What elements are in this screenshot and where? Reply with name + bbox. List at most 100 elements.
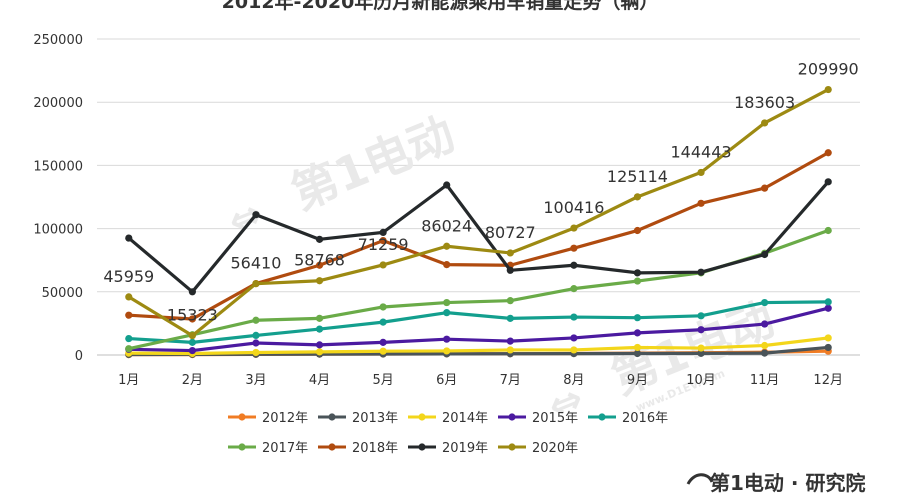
y-tick-label: 0 bbox=[75, 349, 83, 364]
data-label: 45959 bbox=[103, 267, 154, 286]
data-point bbox=[315, 314, 324, 322]
data-label: 80727 bbox=[485, 223, 536, 242]
legend-label: 2014年 bbox=[442, 411, 488, 426]
data-point bbox=[252, 339, 260, 347]
data-point bbox=[379, 338, 387, 346]
data-point bbox=[252, 316, 260, 324]
series-line bbox=[128, 300, 829, 344]
legend-swatch-marker bbox=[598, 413, 606, 421]
data-point bbox=[697, 312, 705, 320]
legend: 2012年 2013年 2014年 2015年 2016年 2017年 2018年 2019年… bbox=[228, 411, 668, 456]
data-point bbox=[633, 314, 642, 322]
data-label: 144443 bbox=[671, 142, 732, 161]
data-point bbox=[125, 334, 133, 343]
data-point bbox=[633, 269, 642, 277]
data-point bbox=[506, 314, 514, 322]
x-tick-label: 8月 bbox=[563, 373, 584, 388]
data-point bbox=[315, 348, 324, 356]
series-layer bbox=[125, 85, 832, 359]
legend-swatch-marker bbox=[328, 413, 336, 421]
series-line bbox=[128, 345, 829, 357]
x-tick-label: 12月 bbox=[813, 373, 843, 388]
x-tick-label: 3月 bbox=[245, 373, 266, 388]
data-point bbox=[252, 211, 260, 219]
data-point bbox=[443, 181, 451, 189]
series-line bbox=[128, 151, 829, 321]
series-line bbox=[127, 88, 829, 338]
legend-item: 2019年 bbox=[408, 441, 488, 456]
data-point bbox=[379, 347, 387, 355]
data-point bbox=[697, 344, 705, 352]
data-point bbox=[506, 346, 514, 354]
legend-swatch-marker bbox=[418, 443, 426, 451]
legend-label: 2017年 bbox=[262, 441, 308, 456]
x-tick-label: 4月 bbox=[309, 373, 330, 388]
data-point bbox=[633, 329, 642, 337]
data-point bbox=[633, 349, 642, 358]
y-tick-label: 250000 bbox=[33, 33, 83, 48]
svg-text:第1电动: 第1电动 bbox=[284, 106, 462, 220]
data-point bbox=[697, 326, 705, 334]
data-point bbox=[570, 224, 578, 232]
legend-item: 2014年 bbox=[408, 411, 488, 426]
data-point bbox=[824, 334, 832, 342]
data-point bbox=[125, 345, 133, 353]
legend-item: 2013年 bbox=[318, 411, 398, 426]
data-point bbox=[570, 285, 578, 293]
series-line bbox=[127, 180, 830, 294]
series-2015年 bbox=[125, 304, 832, 355]
data-point bbox=[188, 332, 196, 340]
data-point bbox=[824, 149, 832, 157]
data-point bbox=[443, 261, 451, 269]
legend-swatch-marker bbox=[238, 443, 246, 451]
legend-item: 2017年 bbox=[228, 441, 308, 456]
x-tick-label: 2月 bbox=[182, 373, 203, 388]
data-label: 56410 bbox=[231, 254, 282, 273]
legend-item: 2015年 bbox=[498, 411, 578, 426]
svg-text:第1电动 · 研究院: 第1电动 · 研究院 bbox=[710, 471, 865, 493]
y-tick-label: 200000 bbox=[33, 96, 83, 111]
legend-label: 2012年 bbox=[262, 411, 308, 426]
data-point bbox=[824, 343, 832, 352]
data-point bbox=[506, 297, 514, 305]
data-point bbox=[824, 304, 832, 312]
data-point bbox=[761, 184, 769, 192]
data-point bbox=[379, 228, 387, 236]
legend-swatch-marker bbox=[418, 413, 426, 421]
x-tick-label: 6月 bbox=[436, 373, 457, 388]
data-point bbox=[315, 235, 324, 243]
legend-item: 2012年 bbox=[228, 411, 308, 426]
y-tick-label: 150000 bbox=[33, 159, 83, 174]
legend-label: 2020年 bbox=[532, 441, 578, 456]
y-axis: 0 50000 100000 150000 200000 250000 bbox=[33, 33, 83, 364]
data-point bbox=[570, 346, 578, 354]
data-point bbox=[252, 280, 260, 288]
data-point bbox=[379, 303, 387, 311]
data-point bbox=[443, 335, 451, 343]
series-2014年 bbox=[125, 334, 832, 358]
data-point bbox=[570, 334, 578, 342]
legend-swatch-marker bbox=[238, 413, 246, 421]
data-point bbox=[633, 343, 642, 352]
data-point bbox=[633, 193, 642, 201]
data-point bbox=[125, 234, 133, 242]
data-point bbox=[315, 341, 324, 349]
data-label: 100416 bbox=[543, 198, 604, 217]
data-point bbox=[633, 226, 642, 235]
data-point bbox=[761, 250, 769, 259]
data-point bbox=[506, 249, 514, 257]
data-point bbox=[697, 199, 705, 207]
data-point bbox=[443, 242, 451, 250]
data-point bbox=[633, 277, 642, 285]
data-point bbox=[315, 261, 324, 269]
data-label: 125114 bbox=[607, 167, 668, 186]
data-point bbox=[315, 277, 324, 285]
data-point bbox=[824, 178, 832, 186]
data-point bbox=[761, 119, 769, 127]
data-label: 183603 bbox=[734, 93, 795, 112]
legend-label: 2016年 bbox=[622, 411, 668, 426]
data-point bbox=[125, 311, 133, 319]
legend-swatch-marker bbox=[508, 413, 516, 421]
data-point bbox=[761, 341, 769, 350]
